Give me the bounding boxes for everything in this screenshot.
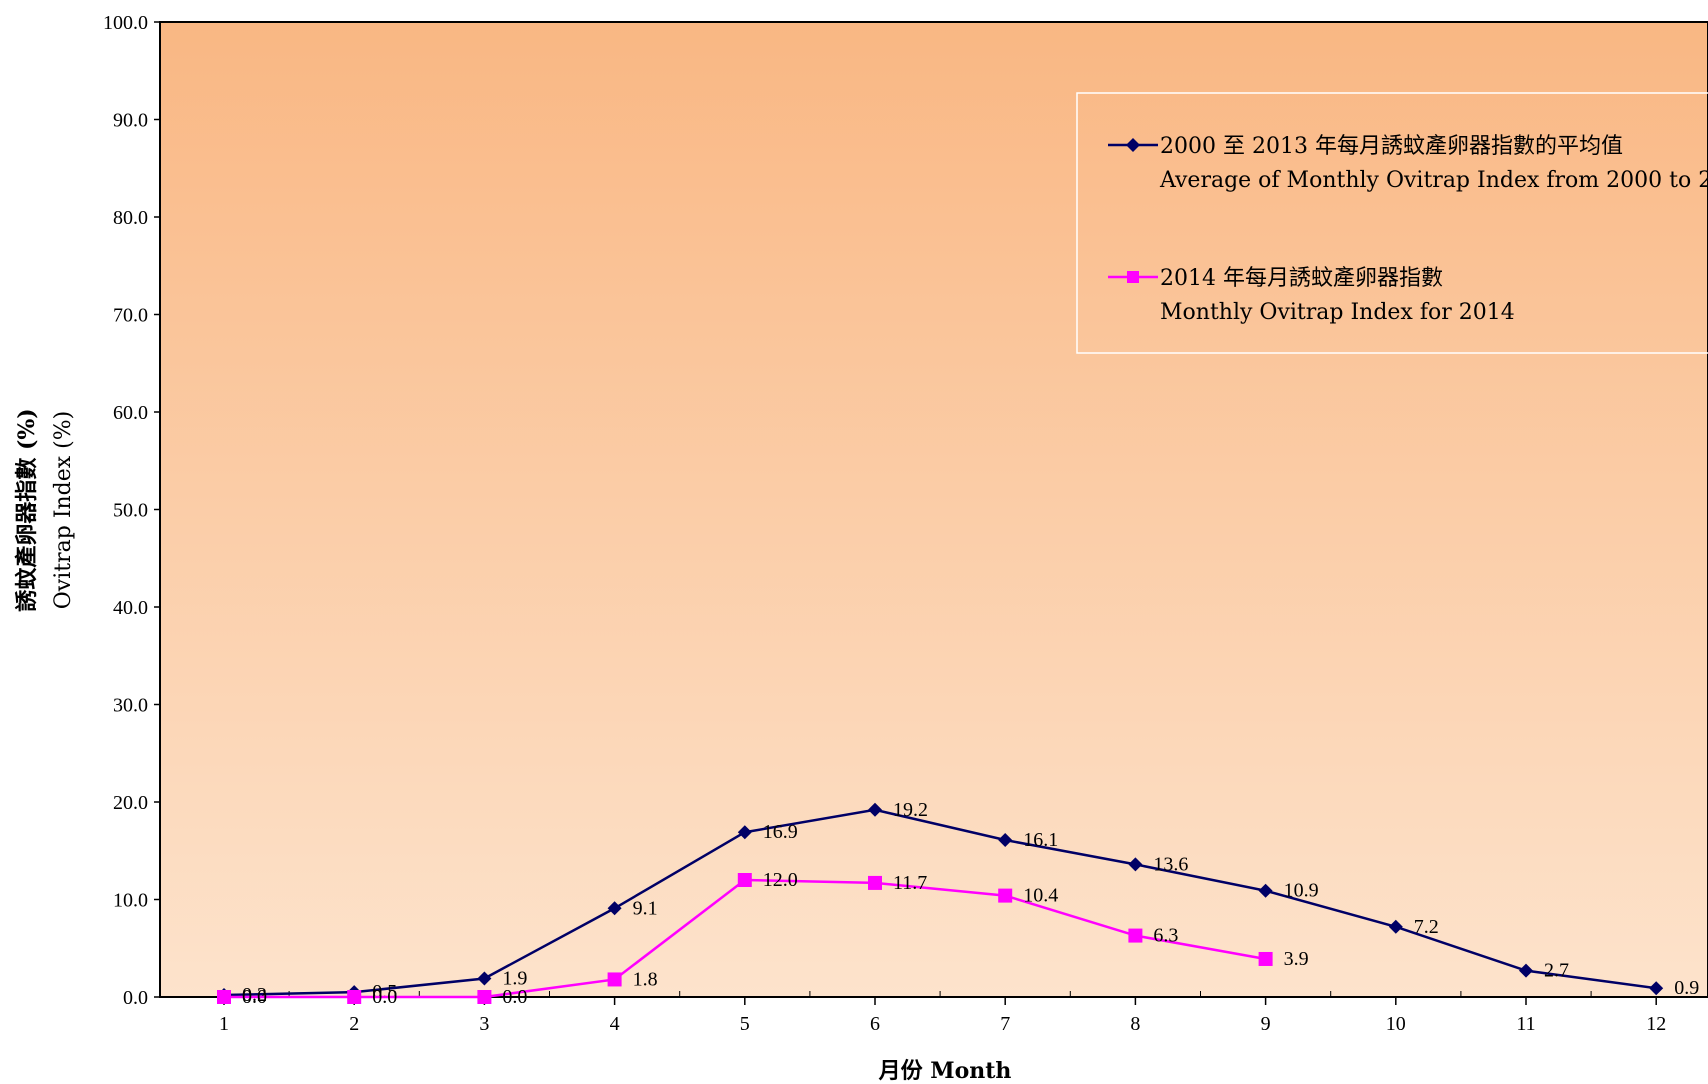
data-label: 19.2: [893, 799, 928, 821]
x-tick-label: 2: [349, 1013, 359, 1035]
legend-label-average-zh: 2000 至 2013 年每月誘蚊產卵器指數的平均值: [1160, 134, 1623, 159]
data-point: [477, 990, 492, 1004]
data-point: [868, 802, 882, 817]
data-label: 16.9: [763, 821, 798, 843]
data-label: 3.9: [1284, 948, 1309, 970]
y-tick-label: 10.0: [113, 890, 148, 912]
data-label: 7.2: [1414, 916, 1439, 938]
x-tick-label: 10: [1386, 1013, 1406, 1035]
legend-marker-average: [1126, 138, 1140, 152]
data-label: 16.1: [1023, 829, 1058, 851]
y-tick-label: 90.0: [113, 110, 148, 132]
x-axis-title: 月份 Month: [878, 1058, 1012, 1084]
data-label: 2.7: [1544, 960, 1569, 982]
data-label: 0.9: [1674, 977, 1699, 999]
x-tick-label: 1: [219, 1013, 229, 1035]
x-tick-label: 4: [610, 1013, 620, 1035]
data-point: [347, 990, 362, 1004]
data-label: 11.7: [893, 872, 927, 894]
y-tick-label: 30.0: [113, 695, 148, 717]
data-label: 6.3: [1153, 925, 1178, 947]
data-label: 13.6: [1153, 853, 1188, 875]
legend-marker-2014: [1127, 271, 1139, 283]
x-tick-label: 6: [870, 1013, 880, 1035]
data-label: 0.0: [502, 986, 527, 1008]
x-tick-label: 11: [1516, 1013, 1535, 1035]
data-point: [477, 971, 492, 986]
x-tick-label: 9: [1261, 1013, 1271, 1035]
data-label: 0.0: [372, 986, 397, 1008]
y-tick-label: 20.0: [113, 792, 148, 814]
data-label: 10.4: [1023, 885, 1058, 907]
series-line: [223, 808, 1657, 997]
y-axis-title-zh: 誘蚊產卵器指數 (%): [14, 408, 40, 611]
data-point: [1519, 963, 1533, 978]
y-tick-label: 0.0: [123, 987, 148, 1009]
data-point: [1258, 951, 1273, 966]
data-point: [1128, 928, 1143, 943]
data-point: [217, 990, 231, 1004]
data-label: 1.9: [502, 967, 527, 989]
legend: 2000 至 2013 年每月誘蚊產卵器指數的平均值 Average of Mo…: [1076, 92, 1708, 354]
series-2014: 0.0 0.0 0.0 1.8 12.0 11.7 10.4 6.3 3.9: [217, 869, 1309, 1008]
data-label: 1.8: [633, 968, 658, 990]
data-label: 0.2: [242, 984, 267, 1006]
x-tick-label: 5: [740, 1013, 750, 1035]
data-point: [607, 901, 622, 916]
x-tick-label: 7: [1000, 1013, 1010, 1035]
data-point: [737, 825, 752, 840]
data-point: [607, 972, 622, 987]
data-point: [1388, 919, 1403, 934]
data-point: [998, 833, 1013, 848]
y-axis-title-en: Ovitrap Index (%): [51, 411, 76, 609]
legend-label-2014-zh: 2014 年每月誘蚊產卵器指數: [1160, 266, 1443, 291]
data-label: 12.0: [763, 869, 798, 891]
y-axis-ticks: 0.0 10.0 20.0 30.0 40.0 50.0 60.0 70.0 80.0 90.0 1…: [103, 12, 160, 1009]
data-point: [998, 888, 1013, 903]
x-tick-label: 12: [1646, 1013, 1666, 1035]
data-point: [868, 875, 882, 890]
legend-label-2014-en: Monthly Ovitrap Index for 2014: [1160, 300, 1515, 325]
legend-box: [1076, 92, 1708, 354]
y-tick-label: 70.0: [113, 305, 148, 327]
data-label: 9.1: [633, 897, 658, 919]
y-tick-label: 80.0: [113, 207, 148, 229]
data-point: [737, 873, 752, 887]
x-axis-ticks: 1 2 3 4 5 6 7 8 9 10 11 12: [219, 991, 1666, 1035]
data-point: [1128, 857, 1143, 872]
data-point: [1649, 981, 1664, 996]
y-tick-label: 100.0: [103, 12, 148, 34]
data-label: 10.9: [1284, 880, 1319, 902]
series-layer: 0.2 0.51.99.116.919.216.113.610.97.22.70.…: [217, 799, 1699, 1008]
data-label: 0.0: [242, 986, 267, 1008]
series-average: 0.2 0.51.99.116.919.216.113.610.97.22.70.…: [217, 799, 1699, 1006]
y-tick-label: 40.0: [113, 597, 148, 619]
x-tick-label: 8: [1130, 1013, 1140, 1035]
y-tick-label: 60.0: [113, 402, 148, 424]
plot-area: [159, 21, 1708, 998]
legend-label-average-en: Average of Monthly Ovitrap Index from 20…: [1159, 168, 1708, 193]
data-point: [1258, 883, 1273, 898]
y-tick-label: 50.0: [113, 500, 148, 522]
x-tick-label: 3: [479, 1013, 489, 1035]
